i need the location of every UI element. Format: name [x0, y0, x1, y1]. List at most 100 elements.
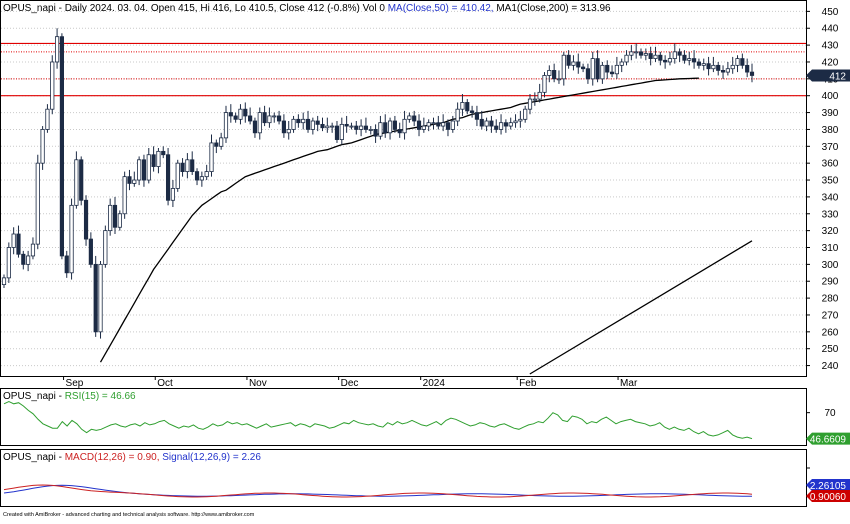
candle-body: [286, 129, 291, 134]
candle-body: [383, 122, 388, 134]
candle-body: [716, 64, 721, 71]
y-tick-label-280: 280: [822, 294, 839, 305]
candle: [373, 124, 378, 143]
candle: [629, 45, 634, 61]
candle-body: [54, 36, 60, 63]
y-tick-label-400: 400: [822, 91, 839, 102]
candle: [310, 117, 315, 135]
candle-body: [518, 118, 523, 122]
signal-path: [3, 484, 752, 497]
candle-body: [609, 71, 615, 75]
candle: [407, 112, 412, 123]
candle-body: [175, 162, 180, 189]
candle: [257, 107, 262, 140]
candle: [325, 117, 330, 133]
candle-body: [494, 125, 499, 130]
candle-body: [248, 115, 253, 122]
candle-body: [190, 159, 195, 173]
candle-body: [305, 118, 311, 130]
candle-body: [141, 159, 147, 181]
candle: [638, 48, 644, 59]
candle: [219, 132, 224, 150]
candle-body: [701, 63, 706, 66]
candle-body: [730, 64, 735, 70]
candle: [296, 114, 301, 128]
x-tick-label-2024: 2024: [423, 378, 446, 389]
candle-body: [219, 137, 224, 147]
candle: [397, 122, 402, 138]
candle: [474, 105, 480, 127]
candle: [291, 115, 296, 133]
candle-body: [325, 125, 330, 129]
candle-body: [696, 61, 702, 66]
candle: [11, 227, 16, 255]
candle-body: [460, 102, 465, 110]
candle: [431, 117, 436, 130]
candle: [276, 110, 282, 125]
candle-body: [262, 112, 267, 124]
candle-body: [581, 66, 586, 70]
x-tick-label-Feb: Feb: [519, 378, 537, 389]
candle: [614, 56, 619, 79]
candle: [378, 115, 383, 140]
candle-body: [465, 102, 470, 112]
candle: [527, 94, 533, 115]
candle-body: [682, 54, 687, 61]
candle: [305, 110, 311, 133]
candle: [301, 112, 306, 130]
y-tick-label-290: 290: [822, 277, 839, 288]
candle: [127, 169, 132, 191]
support-resistance-lines: [1, 42, 806, 97]
footer-credit: Created with AmiBroker - advanced charti…: [3, 512, 255, 518]
candle-body: [83, 199, 89, 240]
candle: [79, 156, 84, 206]
candle-body: [296, 118, 301, 124]
candle-body: [315, 120, 320, 125]
candle: [170, 180, 175, 208]
candle-body: [137, 159, 142, 181]
candle: [354, 121, 359, 135]
candle-body: [711, 64, 716, 70]
candle: [740, 53, 745, 69]
candle-body: [445, 122, 451, 130]
candle: [21, 250, 26, 270]
candle: [363, 117, 369, 133]
candle-body: [359, 125, 364, 130]
candle-body: [74, 159, 79, 206]
candle-body: [542, 75, 547, 93]
candle: [233, 112, 238, 123]
candle: [619, 58, 624, 73]
candle-body: [421, 125, 426, 130]
candle-body: [523, 108, 528, 120]
candle-body: [243, 108, 248, 117]
candle: [653, 46, 658, 62]
candle-body: [658, 54, 663, 61]
candle-body: [281, 120, 286, 134]
candle-body: [165, 154, 171, 201]
candle-body: [605, 64, 610, 73]
candle-body: [687, 58, 692, 61]
candle: [383, 114, 388, 138]
candle: [334, 121, 340, 143]
candle-body: [600, 64, 605, 80]
y-tick-label-380: 380: [822, 125, 839, 136]
candle-body: [412, 115, 417, 122]
candle-body: [276, 115, 282, 122]
candle-body: [474, 112, 480, 120]
y-tick-label-370: 370: [822, 142, 839, 153]
candle-body: [16, 233, 21, 255]
candle: [387, 117, 393, 140]
candle: [74, 151, 79, 209]
candle: [585, 63, 591, 84]
price-last-marker-label: 412: [829, 71, 846, 82]
macd-pane-frame: [0, 449, 807, 507]
y-tick-label-420: 420: [822, 57, 839, 68]
candle-body: [330, 125, 335, 128]
candle: [450, 115, 455, 133]
ma50-path: [99, 77, 699, 363]
candle-body: [354, 125, 359, 130]
candle-body: [344, 123, 349, 127]
candle: [508, 117, 513, 130]
candle: [267, 107, 272, 128]
